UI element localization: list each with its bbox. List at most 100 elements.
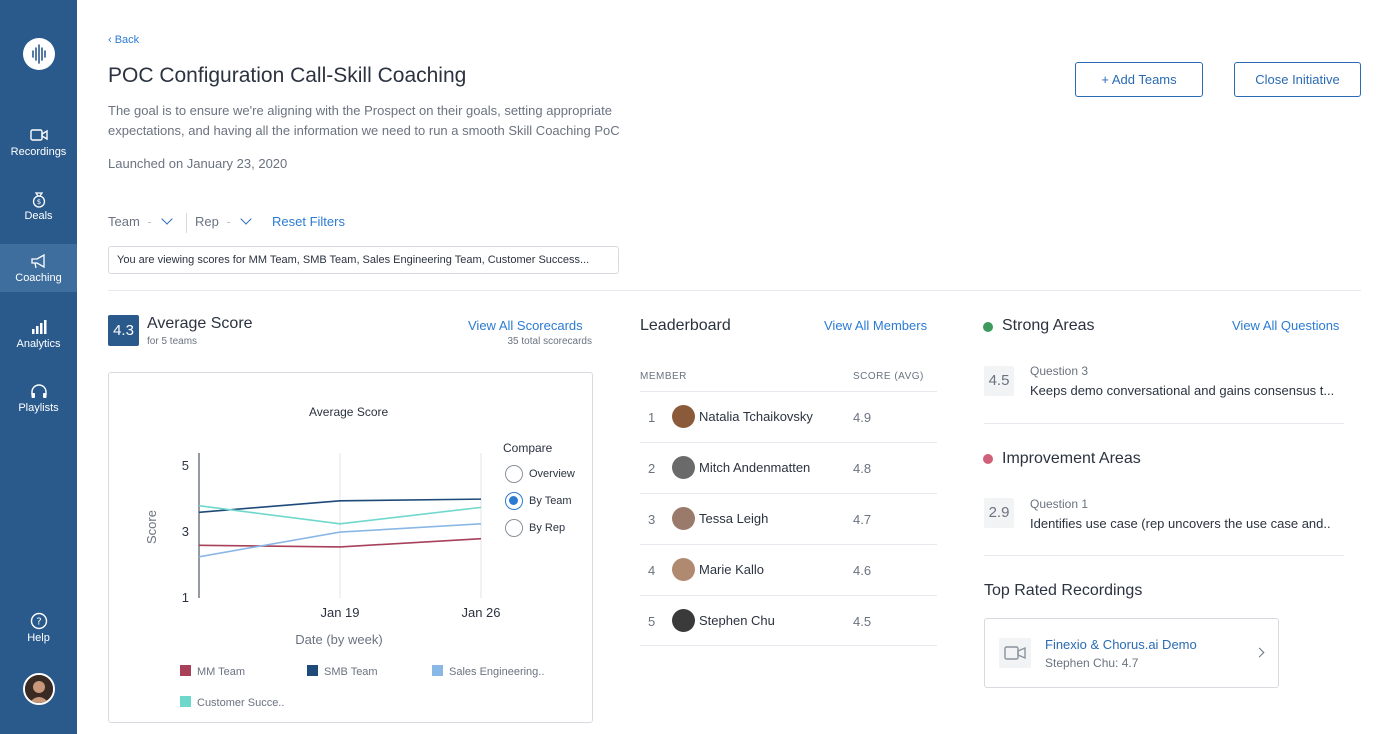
sidebar-item-label: Deals bbox=[24, 210, 53, 222]
series-line-0 bbox=[198, 537, 482, 548]
leaderboard-name: Mitch Andenmatten bbox=[699, 460, 811, 475]
team-filter[interactable]: Team - bbox=[108, 213, 174, 229]
x-tick-label: Jan 26 bbox=[461, 605, 500, 620]
sidebar-item-label: Coaching bbox=[15, 272, 62, 284]
series-line-2 bbox=[198, 523, 482, 558]
sidebar-item-label: Analytics bbox=[16, 338, 61, 350]
leaderboard-rank: 1 bbox=[648, 410, 656, 425]
headphones-icon bbox=[30, 384, 47, 398]
leaderboard-score: 4.8 bbox=[853, 461, 872, 476]
svg-text:$: $ bbox=[36, 198, 40, 206]
compare-label: Compare bbox=[503, 441, 553, 455]
sidebar-item-label: Playlists bbox=[18, 402, 59, 414]
compare-option-by-team[interactable]: By Team bbox=[505, 492, 572, 510]
legend-label: MM Team bbox=[197, 666, 246, 678]
initiative-goal: The goal is to ensure we're aligning wit… bbox=[108, 103, 620, 138]
compare-option-overview[interactable]: Overview bbox=[505, 465, 575, 483]
avatar bbox=[672, 405, 695, 428]
radio-circle bbox=[505, 465, 523, 483]
sidebar-item-help[interactable]: ? Help bbox=[0, 606, 77, 654]
rep-filter-label: Rep bbox=[195, 214, 219, 229]
leaderboard-row[interactable]: 3 Tessa Leigh 4.7 bbox=[640, 493, 937, 544]
x-tick-label: Jan 19 bbox=[320, 605, 359, 620]
sidebar-item-deals[interactable]: $ Deals bbox=[0, 184, 77, 232]
legend-item-sales-engineering[interactable]: Sales Engineering.. bbox=[432, 665, 544, 678]
bar-chart-icon bbox=[31, 320, 46, 334]
chevron-right-icon bbox=[1254, 647, 1265, 658]
rep-filter-value: - bbox=[226, 214, 231, 229]
compare-option-label: By Rep bbox=[529, 521, 566, 534]
avatar bbox=[672, 609, 695, 632]
money-bag-icon: $ bbox=[32, 192, 45, 208]
sidebar-item-coaching[interactable]: Coaching bbox=[0, 244, 77, 292]
leaderboard-row[interactable]: 2 Mitch Andenmatten 4.8 bbox=[640, 442, 937, 493]
leaderboard-name: Tessa Leigh bbox=[699, 511, 769, 526]
sidebar-item-recordings[interactable]: Recordings bbox=[0, 120, 77, 168]
y-tick-label: 5 bbox=[182, 458, 189, 473]
reset-filters-link[interactable]: Reset Filters bbox=[272, 214, 345, 229]
leaderboard-score: 4.6 bbox=[853, 563, 872, 578]
compare-option-by-rep[interactable]: By Rep bbox=[505, 519, 565, 537]
leaderboard-rank: 3 bbox=[648, 512, 656, 527]
top-rated-recordings-title: Top Rated Recordings bbox=[984, 582, 1143, 599]
legend-swatch bbox=[180, 696, 191, 707]
improvement-area-question-label: Question 1 bbox=[1030, 497, 1089, 511]
average-score-badge: 4.3 bbox=[108, 315, 139, 346]
legend-label: Customer Succe.. bbox=[197, 697, 285, 709]
sidebar-item-label: Help bbox=[27, 632, 50, 644]
view-all-scorecards-link[interactable]: View All Scorecards bbox=[468, 318, 583, 333]
average-score-title: Average Score bbox=[147, 315, 253, 332]
y-tick-label: 3 bbox=[182, 524, 189, 539]
leaderboard-score: 4.7 bbox=[853, 512, 872, 527]
average-score-line-chart: 5 3 1 Jan 19 Jan 26 Date (by week) Score bbox=[144, 453, 501, 647]
strong-area-question-text[interactable]: Keeps demo conversational and gains cons… bbox=[1030, 383, 1335, 398]
avatar bbox=[672, 558, 695, 581]
recording-card[interactable]: Finexio & Chorus.ai Demo Stephen Chu: 4.… bbox=[984, 618, 1279, 688]
avatar bbox=[672, 507, 695, 530]
radio-circle bbox=[505, 492, 523, 510]
leaderboard-row[interactable]: 1 Natalia Tchaikovsky 4.9 bbox=[640, 391, 937, 442]
improvement-area-question-text[interactable]: Identifies use case (rep uncovers the us… bbox=[1030, 516, 1331, 531]
legend-item-mm-team[interactable]: MM Team bbox=[180, 665, 245, 678]
megaphone-icon bbox=[30, 253, 45, 269]
leaderboard-title: Leaderboard bbox=[640, 317, 731, 334]
leaderboard-score: 4.9 bbox=[853, 410, 872, 425]
improvement-area-score: 2.9 bbox=[984, 498, 1014, 528]
section-divider bbox=[108, 290, 1361, 291]
close-initiative-button[interactable]: Close Initiative bbox=[1234, 62, 1361, 97]
sidebar-item-playlists[interactable]: Playlists bbox=[0, 376, 77, 424]
legend-swatch bbox=[307, 665, 318, 676]
section-divider bbox=[984, 555, 1344, 556]
series-line-1 bbox=[198, 498, 482, 514]
x-axis-label: Date (by week) bbox=[295, 632, 382, 647]
team-filter-value: - bbox=[147, 214, 152, 229]
strong-area-dot-icon bbox=[983, 322, 993, 332]
legend-label: SMB Team bbox=[324, 666, 378, 678]
y-tick-label: 1 bbox=[182, 590, 189, 605]
average-score-chart-card: Average Score 5 3 1 Jan 19 Jan 26 Date (by we… bbox=[108, 372, 593, 723]
leaderboard-row[interactable]: 4 Marie Kallo 4.6 bbox=[640, 544, 937, 595]
legend-item-customer-success[interactable]: Customer Succe.. bbox=[180, 696, 284, 709]
waveform-icon[interactable] bbox=[23, 38, 55, 70]
compare-option-label: Overview bbox=[529, 467, 575, 480]
recording-title[interactable]: Finexio & Chorus.ai Demo bbox=[1045, 637, 1197, 652]
view-all-questions-link[interactable]: View All Questions bbox=[1232, 318, 1340, 333]
rep-filter[interactable]: Rep - bbox=[195, 213, 253, 229]
leaderboard-rank: 2 bbox=[648, 461, 656, 476]
view-all-members-link[interactable]: View All Members bbox=[824, 318, 928, 333]
strong-area-question-label: Question 3 bbox=[1030, 364, 1089, 378]
legend-item-smb-team[interactable]: SMB Team bbox=[307, 665, 378, 678]
add-teams-button[interactable]: + Add Teams bbox=[1075, 62, 1203, 97]
legend-swatch bbox=[180, 665, 191, 676]
leaderboard-row[interactable]: 5 Stephen Chu 4.5 bbox=[640, 595, 937, 646]
strong-areas-title: Strong Areas bbox=[1002, 317, 1095, 334]
page-title: POC Configuration Call-Skill Coaching bbox=[108, 64, 467, 87]
back-link[interactable]: ‹ Back bbox=[108, 34, 140, 46]
question-circle-icon: ? bbox=[30, 612, 47, 630]
leaderboard-name: Stephen Chu bbox=[699, 613, 775, 628]
avatar[interactable] bbox=[23, 673, 55, 705]
leaderboard-rank: 4 bbox=[648, 563, 656, 578]
sidebar-item-analytics[interactable]: Analytics bbox=[0, 312, 77, 360]
average-score-subtitle: for 5 teams bbox=[147, 336, 198, 347]
legend-swatch bbox=[432, 665, 443, 676]
